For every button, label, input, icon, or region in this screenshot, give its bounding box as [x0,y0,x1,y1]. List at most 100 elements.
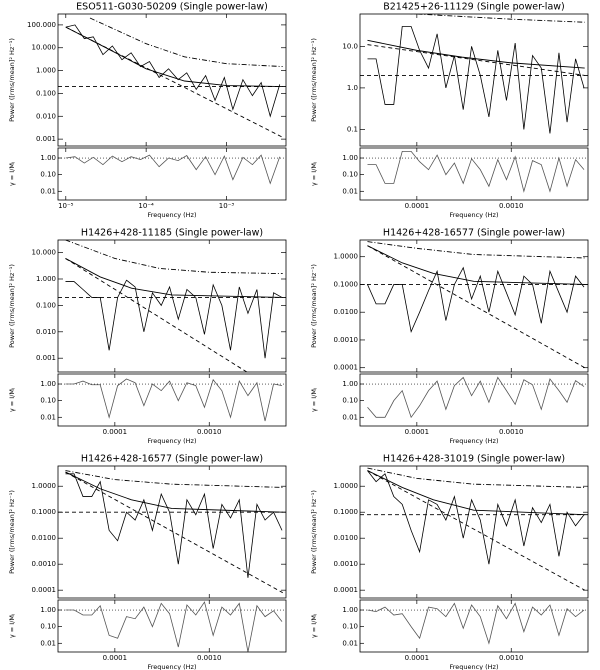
panel-title: ESO511-G030-50209 (Single power-law) [76,2,268,13]
residual-axis-label: γ = I/Mⱼ [310,162,318,186]
x-axis-label: Frequency (Hz) [449,211,498,219]
model-line [65,258,283,298]
residual-y-tick-label: 1.00 [40,380,56,388]
panel-title: H1426+428-11185 (Single power-law) [81,228,263,239]
y-tick-label: 0.100 [36,301,56,309]
residual-area [58,601,286,652]
residuals [367,602,585,645]
model-line [367,39,585,69]
y-tick-label: 100.000 [27,21,56,29]
residual-y-tick-label: 0.10 [342,397,358,405]
residual-y-tick-label: 0.01 [342,413,358,421]
x-tick-label: 0.0010 [499,202,524,210]
x-axis-label: Frequency (Hz) [147,211,196,219]
x-tick-label: 0.0001 [405,202,430,210]
y-axis-label: Power ([rms/mean]² Hz⁻¹) [310,38,318,122]
model-line [65,26,283,138]
y-tick-label: 0.010 [36,112,56,120]
x-tick-label: 0.0010 [499,654,524,662]
model-line [65,471,283,513]
y-tick-label: 0.0100 [32,534,57,542]
residuals [367,151,585,193]
power-spectrum [65,24,281,118]
x-axis-label: Frequency (Hz) [449,663,498,670]
y-tick-label: 10.000 [32,44,57,52]
plot-area [58,470,286,594]
y-tick-label: 0.010 [36,328,56,336]
y-tick-label: 0.0010 [334,336,359,344]
y-tick-label: 1.000 [36,275,56,283]
residual-y-tick-label: 0.01 [40,639,56,647]
y-tick-label: 0.1000 [334,280,359,288]
residual-y-tick-label: 0.10 [40,397,56,405]
y-tick-label: 1.0000 [32,482,57,490]
power-spectrum [65,473,283,578]
plot-frame [57,239,287,373]
y-tick-label: 0.0100 [334,534,359,542]
y-tick-label: 0.1000 [32,508,57,516]
model-line [367,470,585,516]
residual-y-tick-label: 0.01 [40,413,56,421]
residual-y-tick-label: 0.01 [342,639,358,647]
y-axis-label: Power ([rms/mean]² Hz⁻¹) [8,490,16,574]
residual-frame [359,373,589,427]
x-tick-label: 0.0001 [103,654,128,662]
residual-y-tick-label: 0.01 [40,187,56,195]
y-tick-label: 1.0000 [334,482,359,490]
y-tick-label: 1.000 [36,67,56,75]
panel-title: H1426+428-16577 (Single power-law) [383,228,565,239]
residual-y-tick-label: 1.00 [342,380,358,388]
plot-area [58,240,286,372]
x-tick-label: 0.0010 [197,428,222,436]
x-tick-label: 10⁻⁴ [138,202,154,210]
panel: B21425+26-11129 (Single power-law) Power … [310,2,589,219]
residual-axis-label: γ = I/Mⱼ [8,388,16,412]
power-spectrum [367,26,585,134]
model-line [408,14,585,23]
model-line [65,471,283,594]
y-tick-label: 1.0 [347,84,358,92]
residual-frame [57,147,287,201]
panel: H1426+428-11185 (Single power-law) Power … [8,228,287,445]
plot-frame [359,465,589,599]
panel: H1426+428-16577 (Single power-law) Power … [310,228,589,445]
residuals [367,376,585,419]
y-axis-label: Power ([rms/mean]² Hz⁻¹) [8,38,16,122]
y-tick-label: 10.000 [32,249,57,257]
y-tick-label: 0.0001 [32,586,57,594]
panel-title: H1426+428-31019 (Single power-law) [383,454,565,465]
residual-axis-label: γ = I/Mⱼ [8,162,16,186]
plot-frame [57,465,287,599]
plot-area [360,14,588,134]
residual-area [58,378,286,422]
x-tick-label: 0.0010 [197,654,222,662]
panel-title: B21425+26-11129 (Single power-law) [383,2,565,13]
plot-frame [359,239,589,373]
model-line [367,470,585,591]
y-axis-label: Power ([rms/mean]² Hz⁻¹) [310,490,318,574]
x-tick-label: 10⁻⁵ [58,202,74,210]
power-spectrum [367,470,585,565]
residuals [65,378,283,422]
residuals [65,601,283,652]
panel: H1426+428-31019 (Single power-law) Power … [310,454,589,670]
residual-area [360,602,588,645]
model-line [89,17,283,68]
y-axis-label: Power ([rms/mean]² Hz⁻¹) [310,264,318,348]
residual-y-tick-label: 1.00 [40,154,56,162]
y-tick-label: 0.0001 [334,586,359,594]
model-line [367,467,585,488]
residual-area [360,151,588,193]
model-line [65,258,248,372]
y-tick-label: 0.001 [36,354,56,362]
residual-axis-label: γ = I/Mⱼ [8,614,16,638]
y-tick-label: 0.001 [36,135,56,143]
y-tick-label: 10.0 [342,42,358,50]
residual-y-tick-label: 1.00 [342,154,358,162]
residuals [65,154,281,185]
residual-y-tick-label: 0.10 [342,171,358,179]
residual-y-tick-label: 0.10 [40,623,56,631]
x-tick-label: 10⁻³ [219,202,235,210]
model-line [367,44,585,76]
